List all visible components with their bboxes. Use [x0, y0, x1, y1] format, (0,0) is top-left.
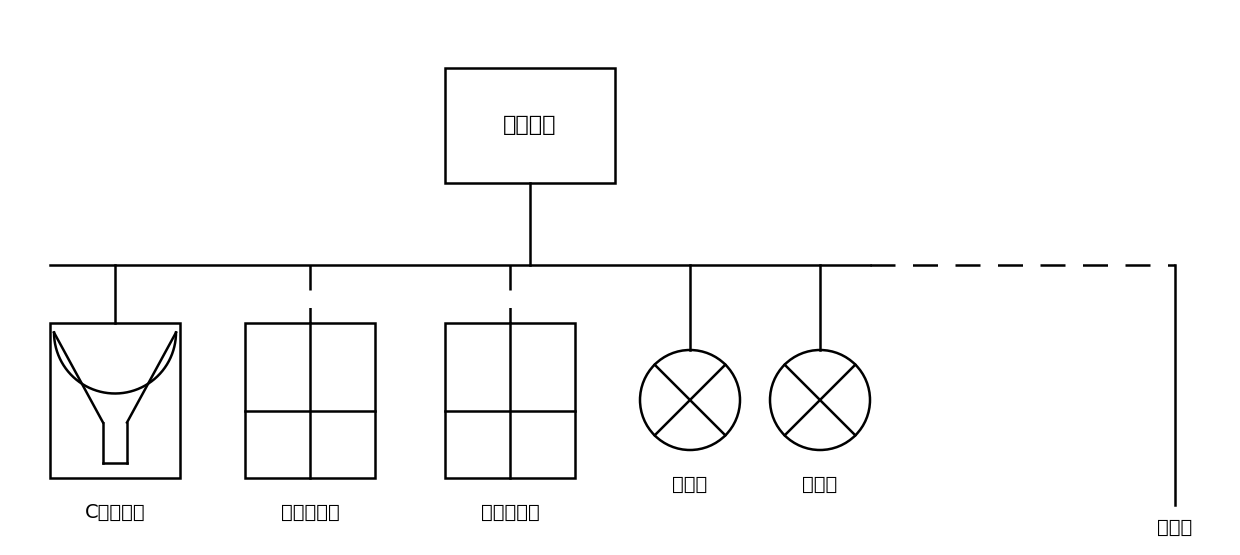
- Bar: [246, 322, 374, 477]
- Bar: [445, 322, 575, 477]
- Text: C捕捉装置: C捕捉装置: [84, 502, 145, 522]
- Bar: [50, 322, 180, 477]
- Bar: [445, 68, 615, 183]
- Text: 产消储装置: 产消储装置: [280, 502, 340, 522]
- Text: 控制系统: 控制系统: [503, 115, 557, 135]
- Text: 用户端: 用户端: [802, 475, 838, 494]
- Text: 用户端: 用户端: [672, 475, 708, 494]
- Text: 外电网: 外电网: [1157, 517, 1193, 537]
- Text: 产消储装置: 产消储装置: [481, 502, 539, 522]
